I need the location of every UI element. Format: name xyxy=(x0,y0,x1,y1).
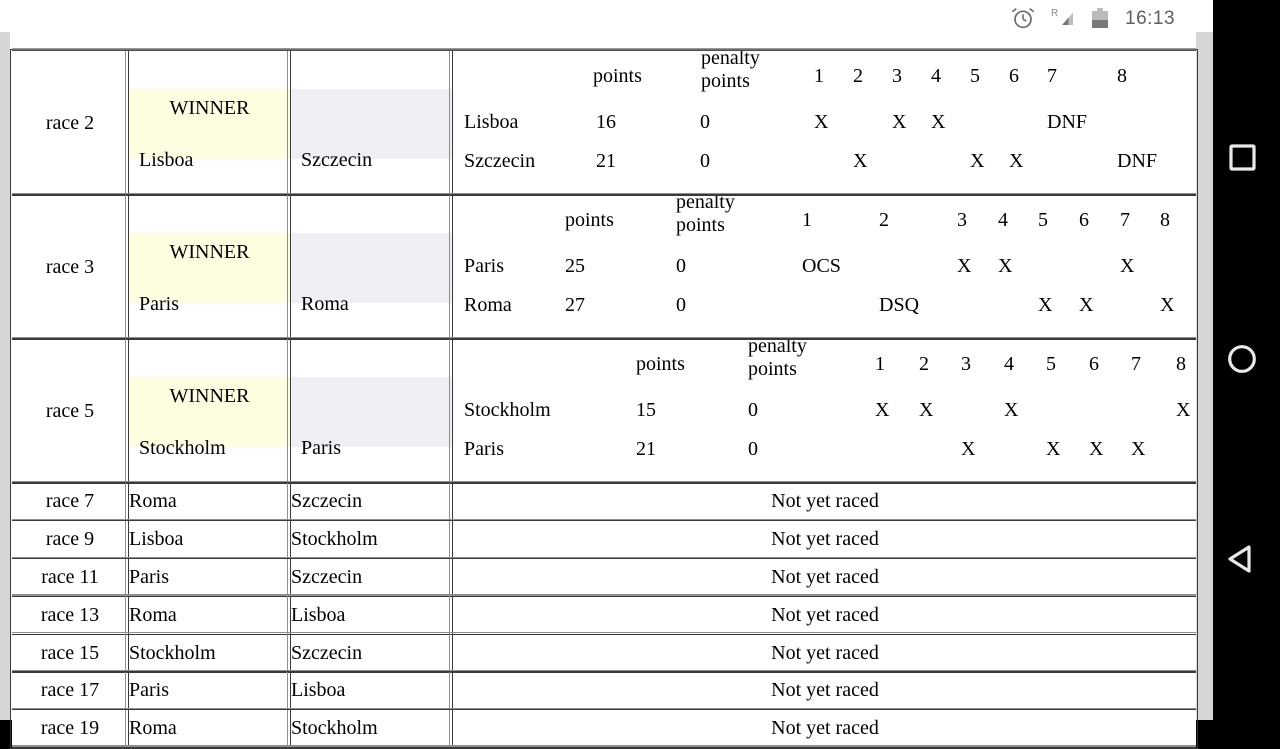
svg-text:R: R xyxy=(1051,8,1058,19)
